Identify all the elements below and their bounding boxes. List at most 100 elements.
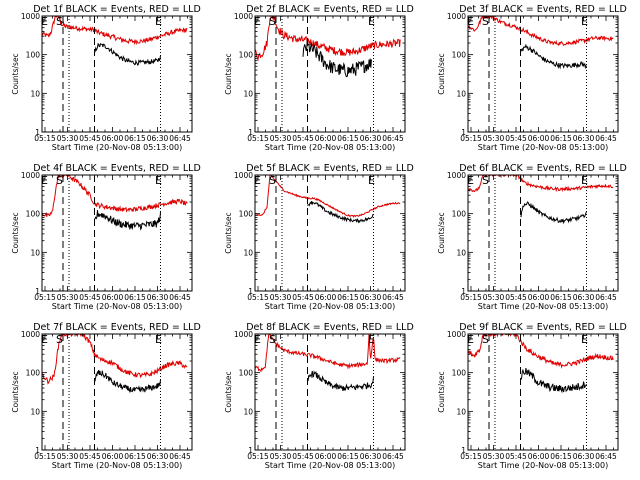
series-events-line: [307, 370, 374, 391]
y-tick-label: 1000: [21, 330, 40, 339]
series-events-line: [520, 201, 587, 225]
series-lld-line: [468, 334, 614, 369]
event-marker-e: E: [368, 174, 375, 187]
x-tick-label: 06:45: [169, 134, 191, 143]
y-axis-label: Counts/sec: [437, 53, 446, 94]
y-tick-label: 1000: [447, 12, 466, 21]
plot-frame: [467, 174, 619, 292]
y-tick-label: 100: [452, 51, 467, 60]
event-marker-e: E: [41, 174, 48, 187]
series-lld-line: [42, 334, 188, 385]
series-lld-line: [468, 16, 614, 47]
x-axis-label: Start Time (20-Nov-08 05:13:00): [52, 302, 182, 311]
series-lld-line: [468, 175, 614, 193]
event-marker-e: E: [155, 15, 162, 28]
event-marker-e: E: [155, 174, 162, 187]
x-tick-label: 05:45: [505, 293, 527, 302]
y-axis-label: Counts/sec: [11, 212, 20, 253]
x-tick-label: 05:15: [247, 293, 269, 302]
series-lld-line: [42, 16, 188, 46]
y-tick-label: 1: [461, 128, 466, 137]
plot-frame: [41, 15, 193, 133]
event-marker-e: E: [41, 15, 48, 28]
x-tick-label: 06:15: [550, 134, 572, 143]
y-axis-label: Counts/sec: [224, 212, 233, 253]
x-tick-label: 05:30: [270, 293, 292, 302]
x-tick-label: 06:45: [595, 452, 617, 461]
series-events-line: [94, 369, 161, 393]
panel-title: Det 9f BLACK = Events, RED = LLD: [459, 322, 627, 333]
x-tick-label: 05:45: [79, 293, 101, 302]
x-tick-label: 06:45: [595, 134, 617, 143]
y-axis-label: Counts/sec: [437, 371, 446, 412]
x-tick-label: 06:00: [528, 293, 550, 302]
event-marker-e: E: [368, 333, 375, 346]
x-tick-label: 06:30: [360, 452, 382, 461]
y-tick-label: 100: [452, 369, 467, 378]
event-marker-e: E: [41, 333, 48, 346]
y-tick-label: 10: [243, 407, 253, 416]
y-tick-label: 10: [456, 89, 466, 98]
plot-frame: [41, 333, 193, 451]
series-events-line: [94, 42, 161, 66]
x-tick-label: 05:30: [57, 293, 79, 302]
x-axis-label: Start Time (20-Nov-08 05:13:00): [478, 302, 608, 311]
x-tick-label: 06:00: [102, 134, 124, 143]
y-tick-label: 1000: [447, 171, 466, 180]
x-tick-label: 05:45: [79, 452, 101, 461]
x-tick-label: 06:45: [595, 293, 617, 302]
x-axis-label: Start Time (20-Nov-08 05:13:00): [265, 143, 395, 152]
series-events-line: [520, 43, 587, 70]
x-tick-label: 06:30: [573, 134, 595, 143]
x-tick-label: 06:45: [382, 452, 404, 461]
y-tick-label: 10: [30, 407, 40, 416]
y-tick-label: 1: [461, 446, 466, 455]
x-tick-label: 06:30: [573, 452, 595, 461]
y-tick-label: 1: [35, 446, 40, 455]
x-tick-label: 06:15: [337, 293, 359, 302]
y-tick-label: 100: [452, 210, 467, 219]
y-tick-label: 10: [30, 248, 40, 257]
x-tick-label: 05:15: [460, 293, 482, 302]
series-lld-line: [255, 175, 401, 219]
panel-title: Det 1f BLACK = Events, RED = LLD: [33, 4, 201, 15]
event-marker-s: S: [56, 174, 63, 187]
panel-title: Det 7f BLACK = Events, RED = LLD: [33, 322, 201, 333]
x-tick-label: 05:15: [247, 134, 269, 143]
y-tick-label: 1000: [234, 12, 253, 21]
x-axis-label: Start Time (20-Nov-08 05:13:00): [52, 461, 182, 470]
series-lld-line: [255, 334, 401, 373]
panel-title: Det 6f BLACK = Events, RED = LLD: [459, 163, 627, 174]
x-tick-label: 06:00: [528, 134, 550, 143]
x-tick-label: 05:15: [247, 452, 269, 461]
y-tick-label: 1: [248, 446, 253, 455]
x-tick-label: 05:30: [57, 134, 79, 143]
x-tick-label: 06:30: [147, 293, 169, 302]
x-tick-label: 05:15: [460, 452, 482, 461]
y-tick-label: 10: [456, 248, 466, 257]
x-tick-label: 06:00: [315, 452, 337, 461]
y-tick-label: 10: [30, 89, 40, 98]
series-events-line: [302, 40, 373, 78]
y-axis-label: Counts/sec: [224, 53, 233, 94]
x-tick-label: 06:30: [147, 134, 169, 143]
x-tick-label: 06:15: [550, 452, 572, 461]
plot-frame: [467, 333, 619, 451]
x-tick-label: 06:15: [124, 134, 146, 143]
event-marker-s: S: [56, 333, 63, 346]
event-marker-e: E: [467, 15, 474, 28]
x-tick-label: 06:30: [360, 134, 382, 143]
event-marker-e: E: [467, 174, 474, 187]
x-tick-label: 05:30: [270, 452, 292, 461]
event-marker-e: E: [467, 333, 474, 346]
x-tick-label: 05:45: [292, 293, 314, 302]
x-tick-label: 06:00: [315, 134, 337, 143]
x-tick-label: 06:45: [169, 452, 191, 461]
series-lld-line: [255, 16, 401, 62]
plot-frame: [254, 15, 406, 133]
x-axis-label: Start Time (20-Nov-08 05:13:00): [265, 461, 395, 470]
